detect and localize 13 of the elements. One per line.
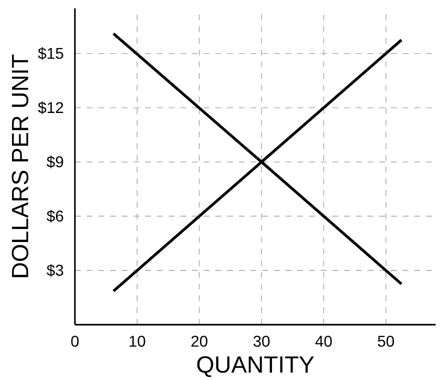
y-tick-label: $9 bbox=[46, 156, 64, 168]
x-tick-label: 50 bbox=[378, 336, 394, 347]
y-tick-label: $15 bbox=[38, 47, 64, 60]
x-tick-label: 20 bbox=[191, 336, 208, 347]
x-tick-label: 30 bbox=[253, 336, 270, 347]
x-axis-title: QUANTITY bbox=[197, 356, 314, 377]
y-axis-title: DOLLARS PER UNIT bbox=[12, 54, 28, 277]
x-tick-label: 40 bbox=[315, 336, 332, 347]
y-tick-label: $3 bbox=[46, 264, 64, 277]
x-tick-label: 10 bbox=[130, 336, 146, 347]
y-tick-label: $6 bbox=[46, 210, 64, 222]
x-tick-label: 0 bbox=[71, 336, 79, 347]
y-tick-label: $12 bbox=[38, 101, 64, 114]
